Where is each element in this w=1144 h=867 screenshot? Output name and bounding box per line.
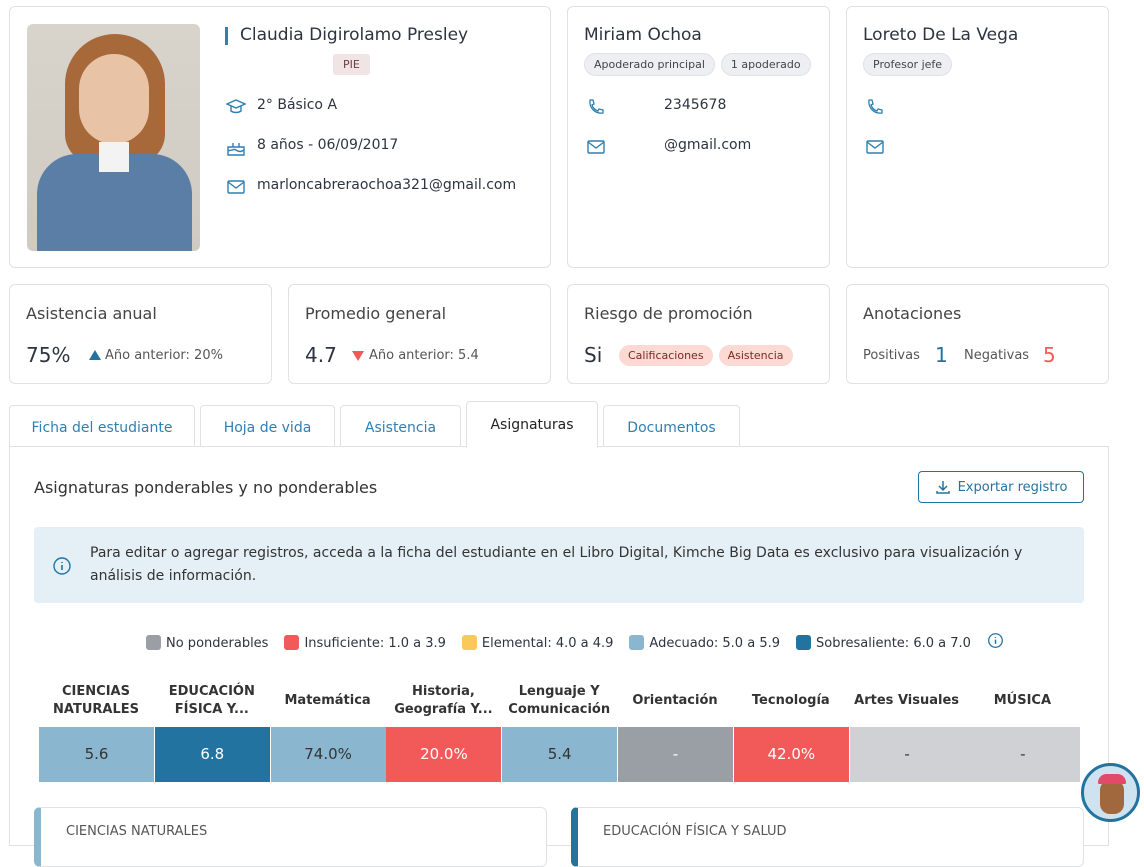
graduation-cap-icon	[226, 99, 246, 114]
subject-header: Tecnología	[751, 693, 830, 708]
tab-asignaturas[interactable]: Asignaturas	[466, 401, 598, 448]
triangle-up-icon	[89, 350, 101, 360]
tab-documentos[interactable]: Documentos	[603, 405, 740, 447]
info-banner: Para editar o agregar registros, acceda …	[34, 527, 1084, 603]
notes-card: Anotaciones Positivas 1 Negativas 5	[846, 284, 1109, 384]
download-icon	[935, 481, 950, 494]
subject-grade-cell[interactable]: 5.6	[39, 727, 154, 782]
export-label: Exportar registro	[957, 479, 1068, 495]
subject-header: Historia, Geografía Y...	[394, 684, 493, 717]
legend-item: Insuficiente: 1.0 a 3.9	[284, 634, 446, 651]
section-title: Asignaturas ponderables y no ponderables	[34, 478, 378, 497]
subject-grade-cell[interactable]: 42.0%	[733, 727, 849, 782]
legend-label: No ponderables	[166, 635, 269, 651]
subject-grade-cell[interactable]: 20.0%	[386, 727, 502, 782]
cake-icon	[227, 143, 245, 156]
student-photo	[27, 24, 200, 251]
positive-count: 1	[935, 343, 948, 367]
subject-header: Artes Visuales	[854, 693, 960, 708]
negative-count: 5	[1043, 343, 1056, 367]
notes-title: Anotaciones	[863, 304, 962, 323]
positive-label: Positivas	[863, 348, 920, 363]
subject-header: Lenguaje Y Comunicación	[508, 684, 611, 717]
negative-label: Negativas	[964, 348, 1030, 363]
mail-icon	[227, 180, 245, 194]
legend-item: Sobresaliente: 6.0 a 7.0	[796, 634, 971, 651]
subject-card: CIENCIAS NATURALES	[34, 807, 547, 867]
risk-value: Si	[584, 343, 603, 367]
tab-asistencia[interactable]: Asistencia	[340, 405, 461, 447]
triangle-down-icon	[352, 351, 364, 361]
subject-grade-cell[interactable]: -	[618, 727, 733, 782]
legend-label: Elemental: 4.0 a 4.9	[481, 635, 614, 651]
guardian-name: Miriam Ochoa	[584, 25, 702, 45]
risk-chip-asistencia: Asistencia	[718, 345, 793, 366]
guardian-phone: 2345678	[664, 97, 727, 113]
guardian-card: Miriam Ochoa Apoderado principal 1 apoder…	[567, 6, 830, 268]
subject-header: Orientación	[632, 693, 718, 708]
student-age: 8 años - 06/09/2017	[257, 137, 399, 153]
grade-legend: No ponderables Insuficiente: 1.0 a 3.9 Ele…	[146, 632, 1004, 653]
phone-icon	[589, 99, 604, 114]
legend-label: Adecuado: 5.0 a 5.9	[649, 635, 780, 651]
phone-icon	[868, 99, 883, 114]
assistant-avatar-button[interactable]	[1081, 763, 1140, 822]
attendance-card: Asistencia anual 75% Año anterior: 20%	[9, 284, 272, 384]
subject-card: EDUCACIÓN FÍSICA Y SALUD	[571, 807, 1084, 867]
tab-hoja-de-vida[interactable]: Hoja de vida	[200, 405, 335, 447]
average-title: Promedio general	[305, 304, 447, 323]
mail-icon	[587, 140, 605, 154]
mail-icon	[866, 140, 884, 154]
average-value: 4.7	[305, 343, 337, 367]
export-button[interactable]: Exportar registro	[918, 471, 1084, 503]
risk-chip-calificaciones: Calificaciones	[619, 345, 713, 366]
chip-apoderado-principal: Apoderado principal	[584, 53, 715, 76]
legend-swatch	[796, 634, 811, 650]
student-name: Claudia Digirolamo Presley	[240, 25, 469, 45]
legend-item: Elemental: 4.0 a 4.9	[461, 634, 614, 651]
subject-header: MÚSICA	[993, 693, 1052, 708]
risk-card: Riesgo de promoción Si Calificaciones Asi…	[567, 284, 830, 384]
legend-info-icon[interactable]	[987, 632, 1004, 653]
legend-item: No ponderables	[146, 634, 269, 651]
teacher-name: Loreto De La Vega	[863, 25, 1019, 45]
student-card: Claudia Digirolamo Presley PIE 2° Básico…	[9, 6, 551, 268]
subject-grade-cell[interactable]: -	[965, 727, 1081, 782]
average-prev: Año anterior: 5.4	[369, 348, 479, 363]
info-icon	[53, 557, 71, 575]
subject-card-title: CIENCIAS NATURALES	[66, 824, 208, 839]
teacher-card: Loreto De La Vega Profesor jefe	[846, 6, 1109, 268]
subject-header: CIENCIAS NATURALES	[53, 684, 139, 717]
legend-swatch	[146, 634, 161, 650]
subject-grade-cell[interactable]: 74.0%	[270, 727, 386, 782]
average-card: Promedio general 4.7 Año anterior: 5.4	[288, 284, 551, 384]
attendance-title: Asistencia anual	[26, 304, 157, 323]
pie-badge: PIE	[333, 54, 370, 75]
tab-ficha-estudiante[interactable]: Ficha del estudiante	[9, 405, 195, 447]
subject-grade-cell[interactable]: -	[849, 727, 965, 782]
legend-swatch	[284, 634, 300, 650]
guardian-email[interactable]: @gmail.com	[664, 137, 752, 153]
chip-profesor-jefe: Profesor jefe	[863, 53, 953, 76]
subject-card-title: EDUCACIÓN FÍSICA Y SALUD	[603, 824, 787, 839]
chip-apoderado-count: 1 apoderado	[720, 53, 811, 76]
legend-item: Adecuado: 5.0 a 5.9	[629, 634, 780, 651]
subject-header: Matemática	[284, 693, 371, 708]
subject-grade-cell[interactable]: 5.4	[502, 727, 618, 782]
info-text: Para editar o agregar registros, acceda …	[90, 545, 1023, 584]
attendance-prev: Año anterior: 20%	[105, 348, 223, 363]
legend-swatch	[461, 634, 477, 650]
risk-title: Riesgo de promoción	[584, 304, 753, 323]
attendance-value: 75%	[26, 343, 71, 367]
subject-grade-cell[interactable]: 6.8	[154, 727, 270, 782]
subject-header: EDUCACIÓN FÍSICA Y...	[168, 684, 255, 717]
legend-label: Insuficiente: 1.0 a 3.9	[304, 635, 446, 651]
legend-label: Sobresaliente: 6.0 a 7.0	[816, 635, 971, 651]
student-course: 2° Básico A	[257, 97, 338, 113]
student-email[interactable]: marloncabreraochoa321@gmail.com	[257, 177, 517, 193]
legend-swatch	[629, 634, 645, 650]
